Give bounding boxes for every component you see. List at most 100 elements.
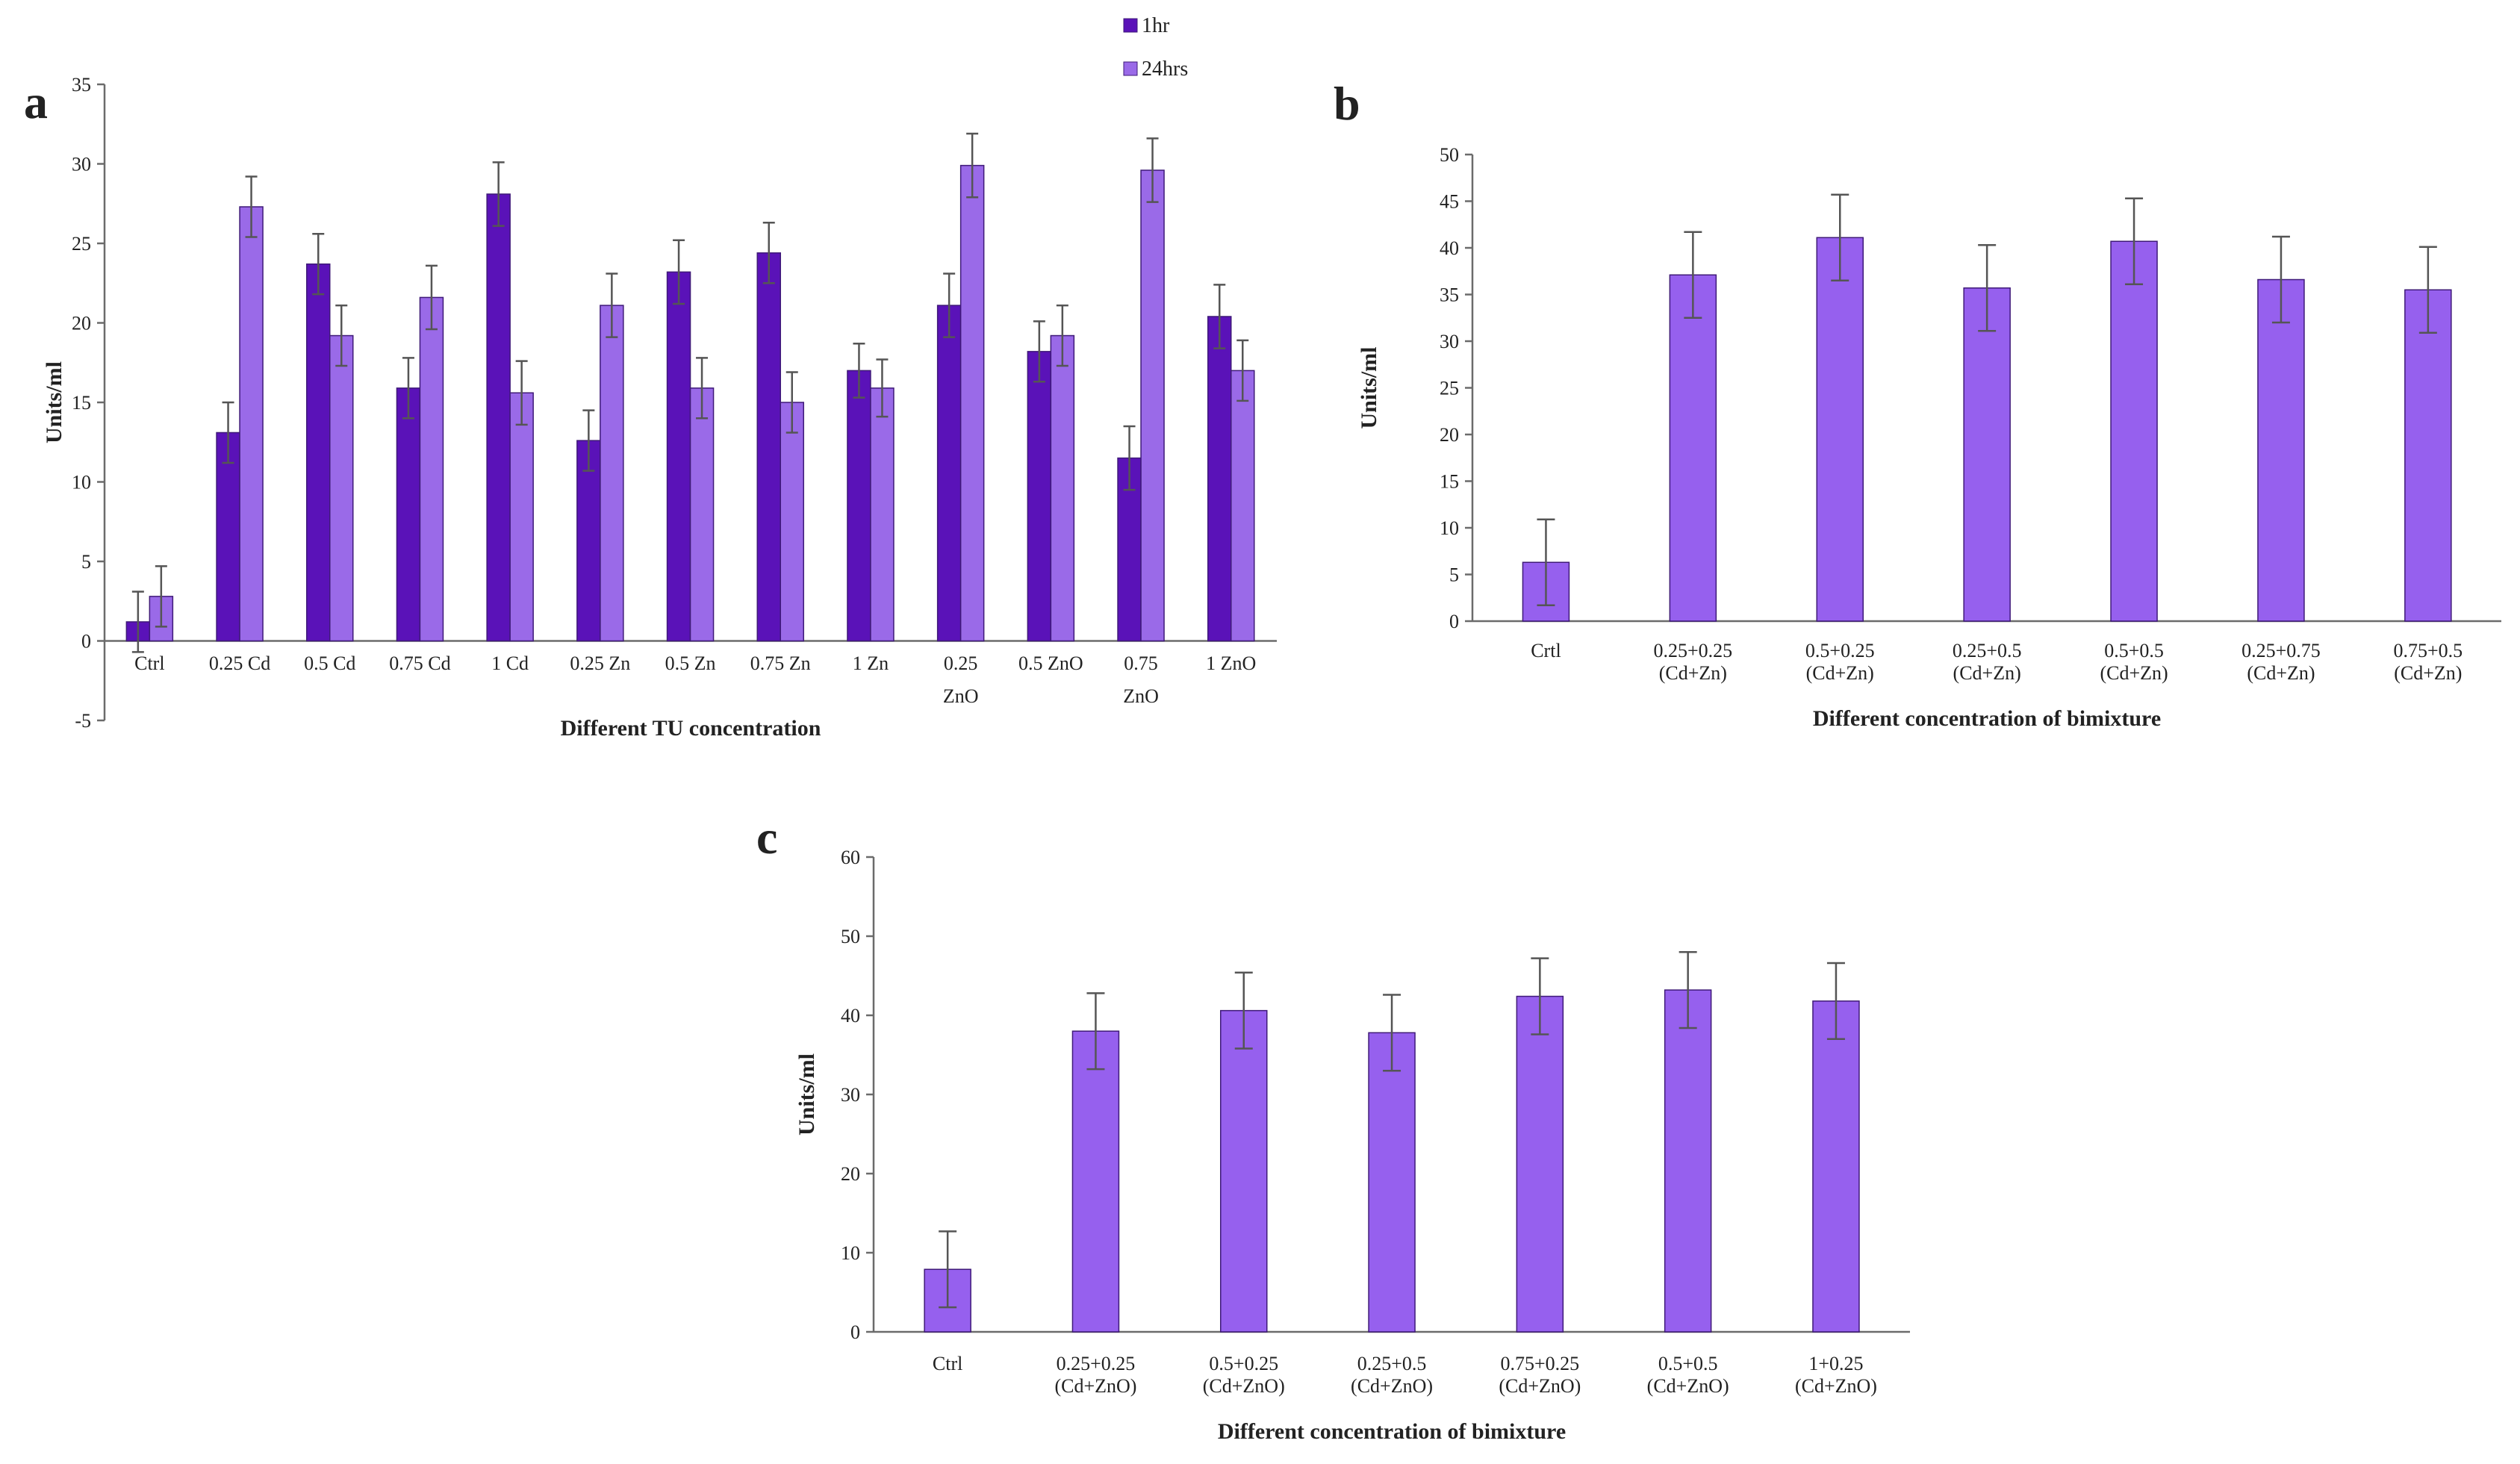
legend-label: 24hrs: [1142, 57, 1188, 81]
bar: [2405, 290, 2451, 621]
y-tick-label: 0: [850, 1321, 860, 1343]
x-category-label: (Cd+ZnO): [1351, 1375, 1433, 1397]
x-category-label: ZnO: [1123, 685, 1159, 707]
x-category-label: 0.5 Cd: [304, 652, 355, 674]
y-tick-label: 10: [72, 472, 91, 493]
bar: [1964, 288, 2010, 621]
bar: [668, 272, 691, 641]
y-axis-title: Units/ml: [1357, 346, 1381, 429]
bar: [307, 264, 330, 641]
y-tick-label: 0: [81, 631, 91, 652]
y-tick-label: 20: [841, 1163, 860, 1185]
bar: [757, 253, 780, 641]
x-category-label: 0.75 Cd: [389, 652, 450, 674]
x-category-label: 0.25+0.5: [1953, 640, 2022, 661]
panel-a-chart: a -5 0 5 10 15 20 25 30 35 Ctrl 0.25 Cd 0.5 Cd 0.75 C…: [24, 14, 1277, 741]
y-tick-label: 30: [72, 154, 91, 175]
bar: [487, 194, 510, 641]
bar: [2111, 241, 2157, 621]
x-axis-title: Different concentration of bimixture: [1218, 1419, 1566, 1444]
x-category-label: 0.25 Zn: [570, 652, 630, 674]
y-tick-label: 25: [1440, 378, 1459, 399]
panel-label-a: a: [24, 75, 48, 128]
x-axis-title: Different TU concentration: [561, 716, 821, 741]
bar: [240, 207, 263, 641]
x-category-label: (Cd+Zn): [2100, 662, 2168, 684]
x-category-label: 0.25: [944, 652, 978, 674]
x-category-label: 0.5+0.25: [1805, 640, 1875, 661]
bar: [1072, 1031, 1119, 1332]
bar: [1516, 997, 1563, 1332]
bar: [961, 166, 984, 641]
bar: [1670, 275, 1716, 621]
bar: [871, 388, 894, 641]
x-category-label: 0.5+0.5: [1658, 1353, 1718, 1374]
legend-swatch: [1124, 19, 1137, 32]
bar: [938, 305, 961, 641]
legend-swatch: [1124, 62, 1137, 75]
x-category-label: 0.75+0.5: [2394, 640, 2463, 661]
y-tick-label: -5: [75, 710, 91, 732]
y-tick-label: 20: [72, 313, 91, 334]
y-tick-label: 20: [1440, 424, 1459, 446]
y-tick-label: 15: [72, 392, 91, 414]
y-tick-label: 25: [72, 233, 91, 255]
bar: [1231, 370, 1254, 641]
y-tick-label: 35: [72, 74, 91, 96]
figure: a-505101520253035Ctrl 0.25 Cd 0.5 Cd 0.75 C…: [0, 0, 2520, 1464]
y-tick-label: 0: [1449, 611, 1459, 632]
y-axis-title: Units/ml: [42, 361, 66, 443]
x-category-label: Crtl: [1531, 640, 1561, 661]
panel-b-chart: b05101520253035404550Crtl 0.25+0.25(Cd+Zn…: [1334, 77, 2501, 731]
x-category-label: 0.25+0.75: [2241, 640, 2321, 661]
bar: [1369, 1032, 1415, 1332]
bar: [600, 305, 623, 641]
x-category-label: 0.25+0.25: [1057, 1353, 1136, 1374]
x-category-label: (Cd+ZnO): [1203, 1375, 1285, 1397]
y-tick-label: 40: [1440, 237, 1459, 259]
x-category-label: 1 Cd: [491, 652, 529, 674]
bar: [1141, 170, 1164, 641]
x-category-label: 0.75: [1124, 652, 1158, 674]
y-tick-label: 30: [1440, 331, 1459, 352]
x-axis-title: Different concentration of bimixture: [1813, 706, 2161, 731]
x-category-label: Ctrl: [933, 1353, 962, 1374]
x-category-label: (Cd+Zn): [2247, 662, 2315, 684]
x-category-label: (Cd+Zn): [1953, 662, 2021, 684]
y-tick-label: 10: [1440, 517, 1459, 539]
bar: [1221, 1011, 1267, 1332]
bar: [1813, 1001, 1859, 1332]
x-category-label: 0.25+0.25: [1654, 640, 1733, 661]
y-tick-label: 15: [1440, 471, 1459, 493]
y-axis-title: Units/ml: [794, 1053, 819, 1136]
x-category-label: (Cd+Zn): [1659, 662, 1727, 684]
bar: [1027, 352, 1051, 641]
bar: [396, 388, 420, 641]
bar: [1208, 317, 1231, 641]
bar: [217, 432, 240, 641]
bar: [2258, 280, 2304, 622]
x-category-label: 0.25+0.5: [1357, 1353, 1427, 1374]
y-tick-label: 45: [1440, 191, 1459, 213]
y-tick-label: 40: [841, 1005, 860, 1027]
x-category-label: 0.75 Zn: [750, 652, 811, 674]
bar: [847, 370, 871, 641]
x-category-label: (Cd+ZnO): [1795, 1375, 1877, 1397]
y-tick-label: 35: [1440, 284, 1459, 306]
y-tick-label: 10: [841, 1242, 860, 1264]
bar: [420, 297, 443, 641]
y-tick-label: 50: [841, 926, 860, 947]
bar: [691, 388, 714, 641]
panel-label-c: c: [756, 811, 777, 864]
x-category-label: 0.5+0.25: [1209, 1353, 1278, 1374]
legend-label: 1hr: [1142, 14, 1170, 37]
x-category-label: (Cd+Zn): [1806, 662, 1874, 684]
x-category-label: 0.5 Zn: [665, 652, 716, 674]
bar: [330, 336, 353, 641]
bar: [1051, 336, 1074, 641]
x-category-label: (Cd+Zn): [2394, 662, 2462, 684]
bar: [1665, 990, 1711, 1332]
bar: [1817, 237, 1863, 621]
bar: [780, 402, 803, 641]
